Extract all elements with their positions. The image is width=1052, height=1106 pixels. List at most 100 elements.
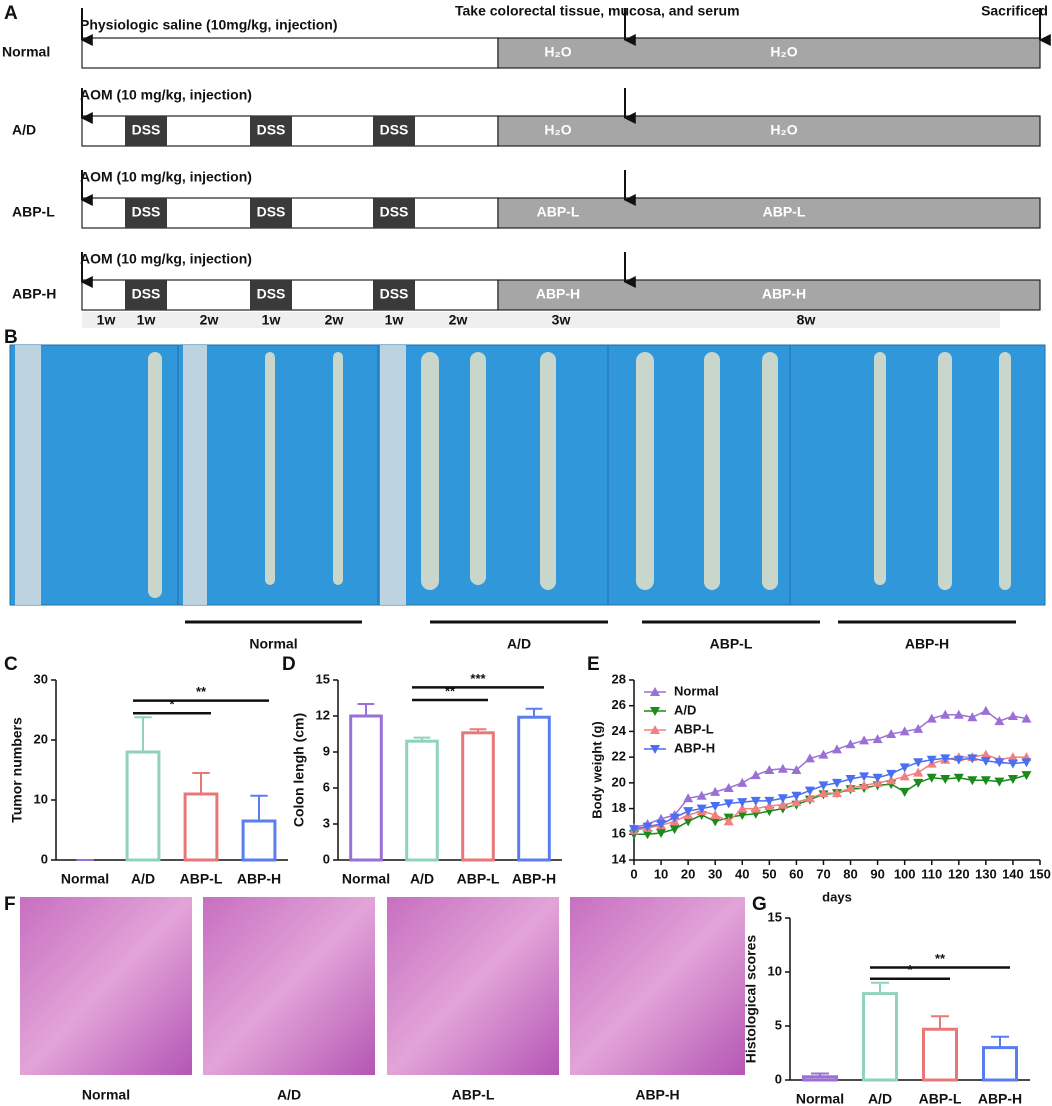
bar xyxy=(241,819,277,862)
dss-box xyxy=(250,116,292,146)
histology-image xyxy=(387,897,559,1075)
group-label: ABP-L xyxy=(452,1087,495,1103)
data-point xyxy=(629,825,639,835)
data-point xyxy=(899,763,910,773)
data-point xyxy=(859,780,870,790)
group-label: ABP-L xyxy=(12,204,55,220)
duration-label: 2w xyxy=(449,312,468,328)
data-point xyxy=(886,729,897,738)
duration-strip xyxy=(82,312,1000,328)
dss-label: DSS xyxy=(380,204,409,220)
data-point xyxy=(886,769,897,779)
row-note: Physiologic saline (10mg/kg, injection) xyxy=(80,17,338,33)
colon-sample xyxy=(762,352,778,590)
phase-label: H₂O xyxy=(770,122,797,138)
data-point xyxy=(737,777,748,787)
colon-sample xyxy=(938,352,952,590)
data-point xyxy=(940,775,951,784)
significance-label: * xyxy=(907,962,913,977)
legend-marker xyxy=(650,687,660,696)
colon-sample xyxy=(265,352,275,585)
data-point xyxy=(913,767,924,777)
phase-label: ABP-L xyxy=(763,204,806,220)
group-label: A/D xyxy=(277,1087,301,1103)
data-point xyxy=(872,773,883,783)
x-tick-label: 20 xyxy=(681,866,695,881)
photo xyxy=(377,344,609,606)
data-point xyxy=(1021,713,1032,723)
data-point xyxy=(777,763,788,773)
legend-label: ABP-H xyxy=(674,740,715,755)
data-point xyxy=(967,712,978,722)
phase-label: ABP-H xyxy=(536,286,580,302)
bar xyxy=(405,739,439,862)
x-tick-label: 140 xyxy=(1002,866,1024,881)
data-point xyxy=(1007,752,1018,762)
histology-image xyxy=(203,897,375,1075)
data-point xyxy=(845,775,856,784)
legend-label: ABP-L xyxy=(674,721,714,736)
data-point xyxy=(737,803,748,813)
x-tick-label: 70 xyxy=(816,866,830,881)
data-point xyxy=(791,791,802,801)
duration-label: 2w xyxy=(200,312,219,328)
x-tick-label: 40 xyxy=(735,866,749,881)
phase-label: H₂O xyxy=(544,44,571,60)
data-point xyxy=(642,830,653,840)
group-label: Normal xyxy=(2,44,50,60)
data-point xyxy=(1007,759,1018,769)
colon-sample xyxy=(704,352,720,590)
duration-label: 1w xyxy=(97,312,116,328)
y-tick-label: 24 xyxy=(612,723,627,738)
x-tick-label: ABP-H xyxy=(237,871,281,887)
x-tick-label: 30 xyxy=(708,866,722,881)
take-note: Take colorectal tissue, mucosa, and seru… xyxy=(455,3,740,19)
data-point xyxy=(642,822,653,832)
bar xyxy=(183,792,219,862)
y-tick-label: 16 xyxy=(612,826,626,841)
significance-label: ** xyxy=(935,951,946,966)
x-axis-label: days xyxy=(822,889,852,904)
x-tick-label: Normal xyxy=(61,871,109,887)
data-point xyxy=(886,775,897,785)
y-tick-label: 18 xyxy=(612,800,626,815)
x-tick-label: ABP-H xyxy=(978,1091,1022,1106)
dss-box xyxy=(125,280,167,310)
data-point xyxy=(832,778,842,788)
data-point xyxy=(859,735,870,745)
data-point xyxy=(926,713,937,723)
significance-label: *** xyxy=(470,671,486,686)
treatment-bar xyxy=(497,197,1041,229)
x-tick-label: 60 xyxy=(789,866,803,881)
data-point xyxy=(845,739,856,749)
data-point xyxy=(683,817,694,827)
x-tick-label: A/D xyxy=(131,871,155,887)
phase-label: H₂O xyxy=(544,122,571,138)
data-point xyxy=(750,796,761,806)
data-point xyxy=(777,794,788,804)
group-label: Normal xyxy=(82,1087,130,1103)
x-tick-label: 90 xyxy=(870,866,884,881)
error-bar xyxy=(525,707,543,718)
data-point xyxy=(696,804,707,814)
x-tick-label: 100 xyxy=(894,866,916,881)
y-tick-label: 9 xyxy=(323,743,330,758)
legend-marker xyxy=(650,707,660,716)
dss-label: DSS xyxy=(257,122,286,138)
dss-label: DSS xyxy=(132,286,161,302)
dss-box xyxy=(373,198,415,228)
y-tick-label: 20 xyxy=(34,731,48,746)
y-tick-label: 14 xyxy=(612,851,627,866)
group-label: ABP-H xyxy=(635,1087,679,1103)
data-point xyxy=(818,781,829,791)
data-point xyxy=(696,790,707,800)
phase-label: ABP-L xyxy=(537,204,580,220)
duration-label: 3w xyxy=(552,312,571,328)
data-point xyxy=(764,796,775,806)
data-point xyxy=(750,770,761,780)
y-tick-label: 10 xyxy=(768,963,782,978)
colon-sample xyxy=(148,352,162,598)
dss-box xyxy=(373,280,415,310)
y-axis-label: Histological scores xyxy=(743,935,759,1064)
